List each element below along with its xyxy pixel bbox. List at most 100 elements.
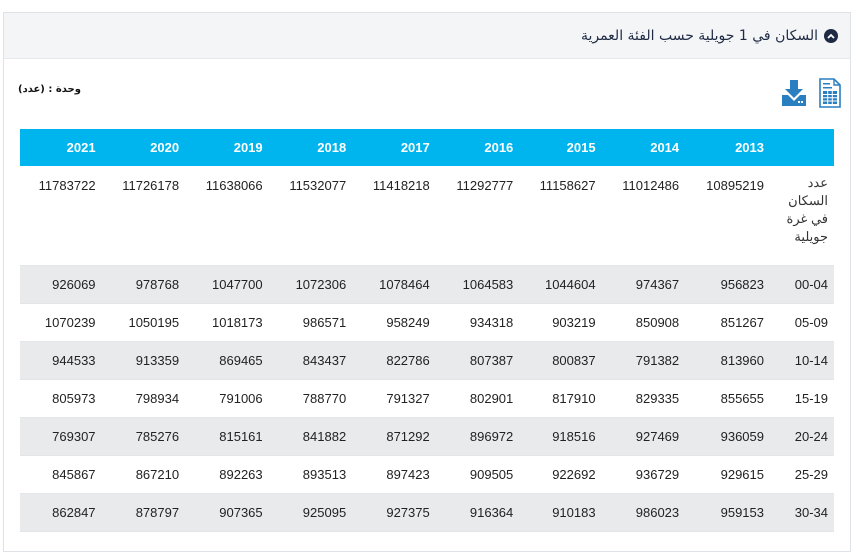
- table-cell: 815161: [187, 417, 271, 456]
- table-cell: 867210: [103, 455, 188, 494]
- table-cell: 11158627: [521, 166, 604, 266]
- table-cell: 922692: [521, 455, 604, 494]
- table-cell: 850908: [603, 303, 688, 342]
- column-header: 2019: [187, 129, 271, 166]
- table-cell: 11292777: [437, 166, 522, 266]
- table-cell: 791327: [354, 379, 438, 418]
- table-cell: 1072306: [270, 265, 355, 304]
- table-cell: 958249: [354, 303, 438, 342]
- row-label: 20-24: [772, 417, 834, 456]
- table-cell: 791006: [187, 379, 271, 418]
- table-cell: 909505: [437, 455, 522, 494]
- table-cell: 1078464: [354, 265, 438, 304]
- row-label: 30-34: [772, 493, 834, 532]
- table-cell: 841882: [270, 417, 355, 456]
- table-cell: 11532077: [270, 166, 355, 266]
- table-cell: 927375: [354, 493, 438, 532]
- table-cell: 1070239: [20, 303, 104, 342]
- table-cell: 925095: [270, 493, 355, 532]
- table-cell: 1018173: [187, 303, 271, 342]
- table-cell: 978768: [103, 265, 188, 304]
- table-cell: 910183: [521, 493, 604, 532]
- table-cell: 805973: [20, 379, 104, 418]
- row-label: عدد السكان في غرة جويلية: [772, 166, 834, 266]
- download-button[interactable]: [781, 79, 807, 107]
- export-spreadsheet-button[interactable]: [819, 78, 841, 108]
- unit-label: وحدة : (عدد): [18, 84, 81, 95]
- table-cell: 11012486: [603, 166, 688, 266]
- table-header-row: 2021 2020 2019 2018 2017 2016 2015 2014 …: [20, 129, 834, 166]
- column-header: 2021: [20, 129, 104, 166]
- table-row: 926069 978768 1047700 1072306 1078464 1064583…: [20, 265, 834, 304]
- table-cell: 913359: [103, 341, 188, 380]
- table-row: 1070239 1050195 1018173 986571 958249 934318 9…: [20, 303, 834, 342]
- table-cell: 855655: [687, 379, 772, 418]
- row-label: 25-29: [772, 455, 834, 494]
- table-cell: 791382: [603, 341, 688, 380]
- table-cell: 936059: [687, 417, 772, 456]
- table-cell: 869465: [187, 341, 271, 380]
- table-cell: 11783722: [20, 166, 104, 266]
- table-cell: 956823: [687, 265, 772, 304]
- table-cell: 845867: [20, 455, 104, 494]
- table-cell: 918516: [521, 417, 604, 456]
- table-cell: 11726178: [103, 166, 188, 266]
- table-cell: 822786: [354, 341, 438, 380]
- column-header: 2013: [687, 129, 772, 166]
- table-cell: 936729: [603, 455, 688, 494]
- table-cell: 974367: [603, 265, 688, 304]
- table-cell: 959153: [687, 493, 772, 532]
- column-header: 2018: [270, 129, 355, 166]
- table-row: 845867 867210 892263 893513 897423 909505 9226…: [20, 455, 834, 494]
- table-row: 862847 878797 907365 925095 927375 916364 9101…: [20, 493, 834, 532]
- table-cell: 907365: [187, 493, 271, 532]
- toolbar: [781, 78, 841, 108]
- table-cell: 813960: [687, 341, 772, 380]
- table-cell: 934318: [437, 303, 522, 342]
- table-cell: 871292: [354, 417, 438, 456]
- table-cell: 862847: [20, 493, 104, 532]
- row-label: 10-14: [772, 341, 834, 380]
- table-cell: 944533: [20, 341, 104, 380]
- table-cell: 11638066: [187, 166, 271, 266]
- table-cell: 807387: [437, 341, 522, 380]
- download-icon: [782, 80, 806, 106]
- column-header-label: [772, 129, 834, 166]
- table-cell: 916364: [437, 493, 522, 532]
- table-cell: 800837: [521, 341, 604, 380]
- spreadsheet-icon: [819, 78, 841, 108]
- table-cell: 1064583: [437, 265, 522, 304]
- column-header: 2020: [103, 129, 188, 166]
- table-row: 944533 913359 869465 843437 822786 807387 8008…: [20, 341, 834, 380]
- chevron-up-circle-icon[interactable]: [824, 28, 838, 43]
- table-cell: 802901: [437, 379, 522, 418]
- table-cell: 769307: [20, 417, 104, 456]
- table-cell: 893513: [270, 455, 355, 494]
- column-header: 2015: [521, 129, 604, 166]
- table-row-total: 11783722 11726178 11638066 11532077 1141…: [20, 166, 834, 266]
- column-header: 2014: [603, 129, 688, 166]
- table-cell: 843437: [270, 341, 355, 380]
- table-cell: 11418218: [354, 166, 438, 266]
- table-cell: 851267: [687, 303, 772, 342]
- table-cell: 785276: [103, 417, 188, 456]
- table-cell: 1044604: [521, 265, 604, 304]
- table-cell: 897423: [354, 455, 438, 494]
- table-cell: 892263: [187, 455, 271, 494]
- table-cell: 10895219: [687, 166, 772, 266]
- panel-title: السكان في 1 جويلية حسب الفئة العمرية: [580, 27, 818, 44]
- table-cell: 926069: [20, 265, 104, 304]
- table-cell: 817910: [521, 379, 604, 418]
- table-row: 805973 798934 791006 788770 791327 802901 8179…: [20, 379, 834, 418]
- table-cell: 798934: [103, 379, 188, 418]
- row-label: 05-09: [772, 303, 834, 342]
- table-cell: 929615: [687, 455, 772, 494]
- total-row-label: عدد السكان في غرة جويلية: [786, 175, 828, 244]
- table-cell: 927469: [603, 417, 688, 456]
- table-cell: 829335: [603, 379, 688, 418]
- panel-header[interactable]: السكان في 1 جويلية حسب الفئة العمرية: [4, 13, 850, 59]
- table-row: 769307 785276 815161 841882 871292 896972 9185…: [20, 417, 834, 456]
- table-cell: 878797: [103, 493, 188, 532]
- population-table: 2021 2020 2019 2018 2017 2016 2015 2014 …: [20, 129, 834, 532]
- table-cell: 986023: [603, 493, 688, 532]
